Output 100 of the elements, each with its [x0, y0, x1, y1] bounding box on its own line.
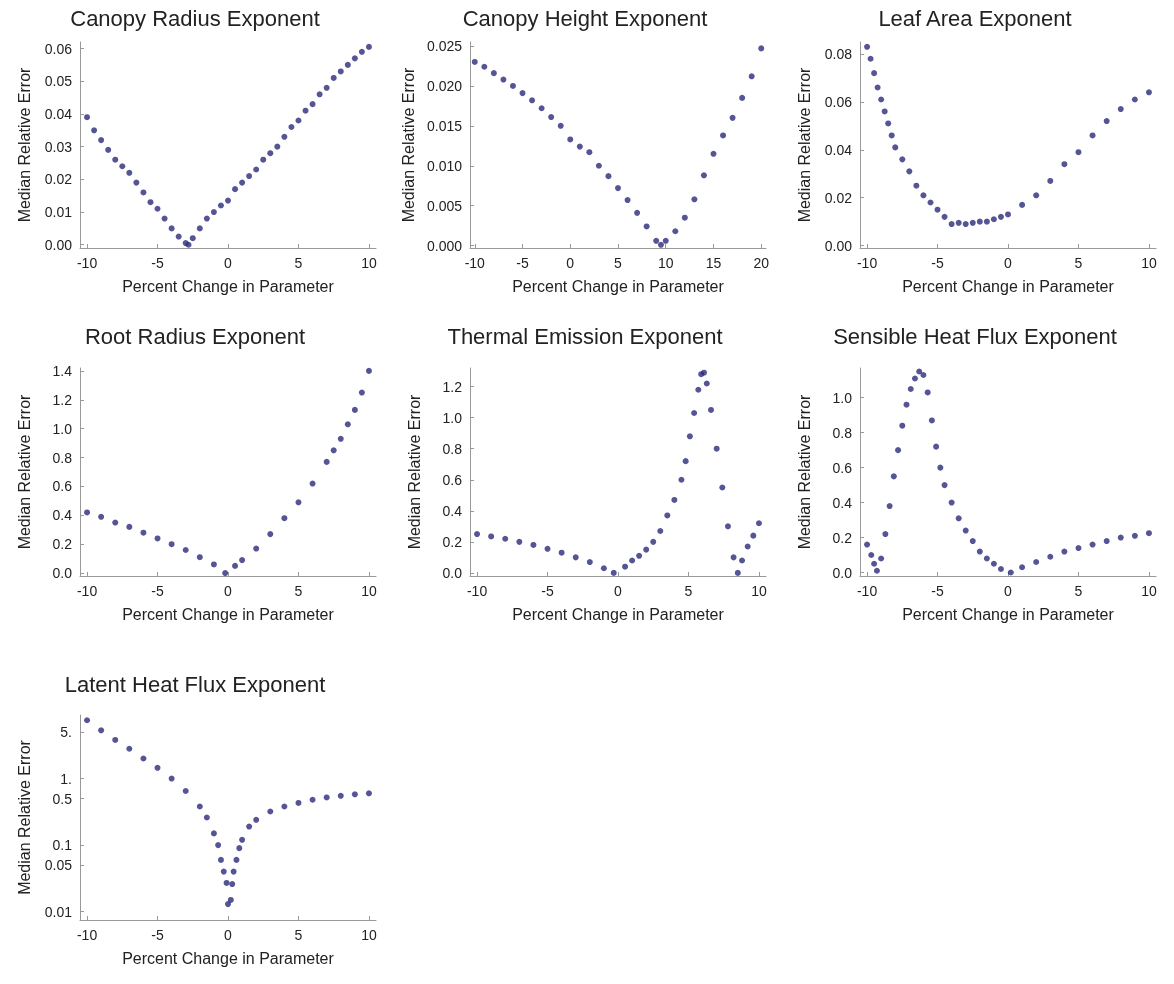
x-tick-label: 5 — [684, 583, 693, 599]
y-tick-label: 0.4 — [832, 494, 853, 511]
point — [907, 385, 914, 392]
point — [229, 881, 236, 888]
point — [140, 529, 147, 536]
y-tick-label: 0.1 — [52, 837, 73, 854]
point — [232, 562, 239, 569]
point — [903, 401, 910, 408]
x-tick-label: 0 — [224, 927, 233, 943]
point — [895, 447, 902, 454]
point — [323, 794, 330, 801]
x-tick-label: 0 — [224, 255, 233, 271]
point — [168, 225, 175, 232]
point — [309, 480, 316, 487]
point — [222, 570, 229, 577]
y-tick-label: 0.4 — [52, 507, 73, 524]
point — [330, 74, 337, 81]
y-tick-label: 0.06 — [44, 40, 73, 57]
x-axis-title: Percent Change in Parameter — [902, 277, 1115, 295]
point — [657, 527, 664, 534]
y-tick-label: 1.2 — [52, 391, 73, 408]
point — [739, 557, 746, 564]
point — [295, 117, 302, 124]
y-tick-label: 1.0 — [52, 420, 73, 437]
point — [281, 803, 288, 810]
point — [232, 186, 239, 193]
point — [548, 114, 555, 121]
point — [154, 764, 161, 771]
x-tick-label: -5 — [931, 255, 944, 271]
point — [634, 209, 641, 216]
x-tick-label: 0 — [566, 255, 575, 271]
point — [671, 496, 678, 503]
point — [337, 792, 344, 799]
point — [906, 168, 913, 175]
point — [500, 76, 507, 83]
y-axis-title: Median Relative Error — [15, 393, 33, 550]
y-tick-label: 0.01 — [44, 204, 73, 221]
point — [586, 559, 593, 566]
point — [730, 554, 737, 561]
point — [323, 84, 330, 91]
point — [720, 132, 727, 139]
point — [516, 538, 523, 545]
point — [488, 533, 495, 540]
point — [203, 814, 210, 821]
point — [886, 503, 893, 510]
x-tick-label: 5 — [294, 927, 303, 943]
point — [126, 169, 133, 176]
y-tick-label: 0.000 — [426, 237, 463, 254]
point — [682, 458, 689, 465]
point — [948, 499, 955, 506]
point — [196, 803, 203, 810]
point — [351, 406, 358, 413]
point — [253, 166, 260, 173]
point — [888, 132, 895, 139]
point — [168, 541, 175, 548]
point — [941, 213, 948, 220]
point — [337, 435, 344, 442]
point — [223, 879, 230, 886]
point — [653, 237, 660, 244]
point — [133, 179, 140, 186]
x-tick-label: 0 — [1004, 583, 1013, 599]
point — [572, 554, 579, 561]
point — [882, 531, 889, 538]
point — [225, 901, 231, 908]
point — [112, 519, 119, 526]
x-tick-label: -5 — [151, 255, 164, 271]
point — [220, 868, 227, 875]
y-tick-label: 1.2 — [442, 378, 463, 395]
point — [755, 520, 762, 527]
point — [189, 235, 196, 242]
point — [713, 445, 720, 452]
point — [990, 560, 997, 567]
chart-title: Leaf Area Exponent — [878, 5, 1072, 31]
x-tick-label: 0 — [614, 583, 623, 599]
point — [643, 546, 650, 553]
point — [871, 70, 878, 77]
point — [1005, 211, 1011, 218]
point — [871, 560, 878, 567]
x-tick-label: 10 — [657, 255, 674, 271]
point — [288, 124, 295, 131]
point — [112, 156, 119, 163]
point — [119, 163, 126, 170]
point — [281, 133, 288, 140]
point — [529, 97, 536, 104]
point — [969, 219, 976, 226]
point — [316, 91, 323, 98]
point — [874, 84, 881, 91]
point — [365, 367, 372, 374]
y-tick-label: 0.015 — [426, 117, 463, 134]
point — [928, 417, 935, 424]
chart-title: Root Radius Exponent — [84, 323, 306, 349]
point — [217, 856, 224, 863]
point — [700, 172, 707, 179]
x-axis-title: Percent Change in Parameter — [122, 605, 335, 623]
point — [758, 45, 765, 52]
y-tick-label: 0.005 — [426, 197, 463, 214]
y-tick-label: 0.6 — [832, 459, 853, 476]
y-tick-label: 0.020 — [426, 77, 463, 94]
y-tick-label: 0.0 — [832, 564, 853, 581]
point — [1103, 118, 1110, 125]
